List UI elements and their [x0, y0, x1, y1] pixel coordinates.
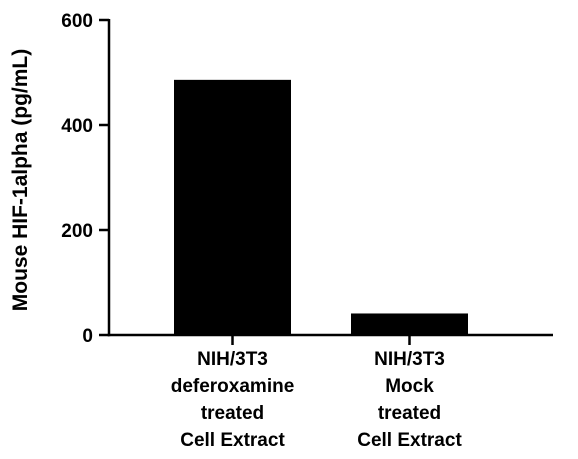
y-tick-label: 0: [82, 326, 93, 347]
category-labels: NIH/3T3 deferoxamine treated Cell ExtractNI…: [171, 349, 463, 451]
x-tick-label-line: Mock: [385, 376, 434, 397]
x-tick-label-line: treated: [201, 403, 264, 424]
x-tick-label: NIH/3T3 deferoxamine treated Cell Extract: [171, 349, 295, 451]
x-axis: [107, 333, 553, 345]
x-tick-label-line: Cell Extract: [180, 430, 285, 451]
y-tick-label: 200: [61, 221, 93, 242]
x-tick-label-line: treated: [378, 403, 441, 424]
x-tick-label-line: NIH/3T3: [197, 349, 268, 370]
x-tick-label-line: NIH/3T3: [374, 349, 445, 370]
y-tick-label: 600: [61, 11, 93, 32]
bar: [174, 79, 291, 335]
y-axis-label: Mouse HIF-1alpha (pg/mL): [9, 49, 32, 312]
x-tick-label-line: Cell Extract: [357, 430, 462, 451]
x-tick-label: NIH/3T3 Mock treated Cell Extract: [357, 349, 462, 451]
x-tick-label-line: deferoxamine: [171, 376, 295, 397]
bars: [174, 79, 468, 335]
y-tick-label: 400: [61, 116, 93, 137]
y-axis: 0 200 400 600: [61, 11, 111, 347]
bar: [351, 313, 468, 335]
